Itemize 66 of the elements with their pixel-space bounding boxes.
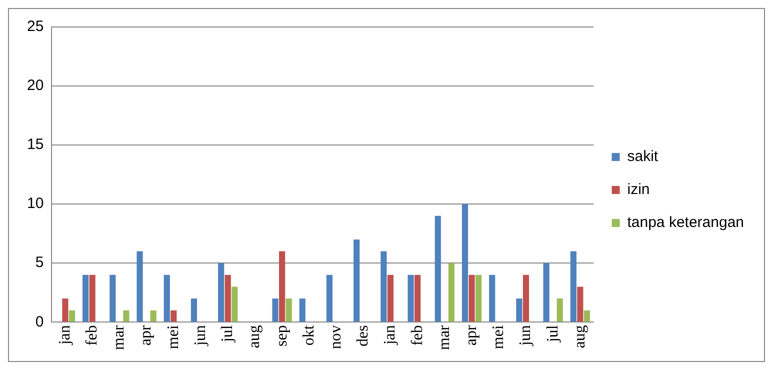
x-tick-label: jun (192, 325, 209, 347)
x-tick-label: aug (571, 325, 588, 348)
bar (279, 251, 286, 322)
x-tick-label: mei (164, 324, 182, 350)
bar (543, 263, 550, 322)
legend-label: izin (627, 181, 650, 198)
x-tick-label: feb (84, 325, 101, 346)
bar (170, 310, 177, 322)
bar (380, 251, 387, 322)
bar (462, 204, 468, 322)
bar (190, 298, 198, 322)
bar (110, 274, 116, 322)
bar (123, 310, 130, 322)
y-tick-label: 15 (26, 136, 44, 154)
x-tick-label: mar (436, 324, 453, 350)
x-tick-label: jan (382, 325, 399, 346)
y-tick-label: 10 (26, 195, 44, 212)
y-tick-label: 5 (35, 254, 44, 272)
x-tick-label: sep (273, 325, 290, 346)
bar (89, 274, 96, 322)
bar (522, 274, 530, 322)
x-tick-label: apr (138, 324, 155, 346)
x-tick-label: jul (544, 324, 562, 344)
bar (387, 274, 394, 322)
bar (556, 298, 563, 322)
x-tick-label: feb (408, 325, 426, 346)
bar (577, 286, 584, 322)
x-tick-label: des (354, 325, 372, 346)
legend-label: sakit (627, 148, 659, 166)
bar (570, 251, 576, 322)
bar (62, 298, 68, 322)
bar (584, 310, 590, 322)
bar (414, 274, 421, 322)
x-tick-label: aug (246, 325, 264, 348)
bar (82, 274, 89, 322)
bar (286, 298, 292, 322)
bar (299, 298, 306, 322)
x-tick-label: jan (56, 325, 74, 346)
bar (224, 274, 231, 322)
bar (476, 274, 482, 322)
bar (354, 239, 360, 322)
bar (232, 286, 238, 322)
x-tick-label: okt (300, 324, 318, 346)
bar (150, 310, 156, 322)
bar (489, 274, 496, 322)
bar (68, 310, 76, 322)
bar (136, 251, 143, 322)
bar (164, 274, 170, 322)
x-tick-label: apr (462, 324, 480, 346)
y-tick-label: 0 (35, 313, 44, 330)
y-tick-label: 20 (26, 77, 44, 94)
bar (448, 263, 454, 322)
bar (218, 263, 224, 322)
bar (516, 298, 522, 322)
x-tick-label: nov (327, 325, 344, 350)
bar (468, 274, 475, 322)
legend-label: tanpa keterangan (627, 214, 744, 232)
x-tick-label: mar (110, 324, 128, 350)
x-tick-label: jul (219, 324, 236, 344)
bar (434, 216, 441, 322)
bar (408, 274, 414, 322)
bar (272, 298, 278, 322)
x-tick-label: jun (517, 325, 534, 347)
bar (326, 274, 333, 322)
y-tick-label: 25 (26, 18, 44, 36)
x-tick-label: mei (490, 324, 508, 350)
